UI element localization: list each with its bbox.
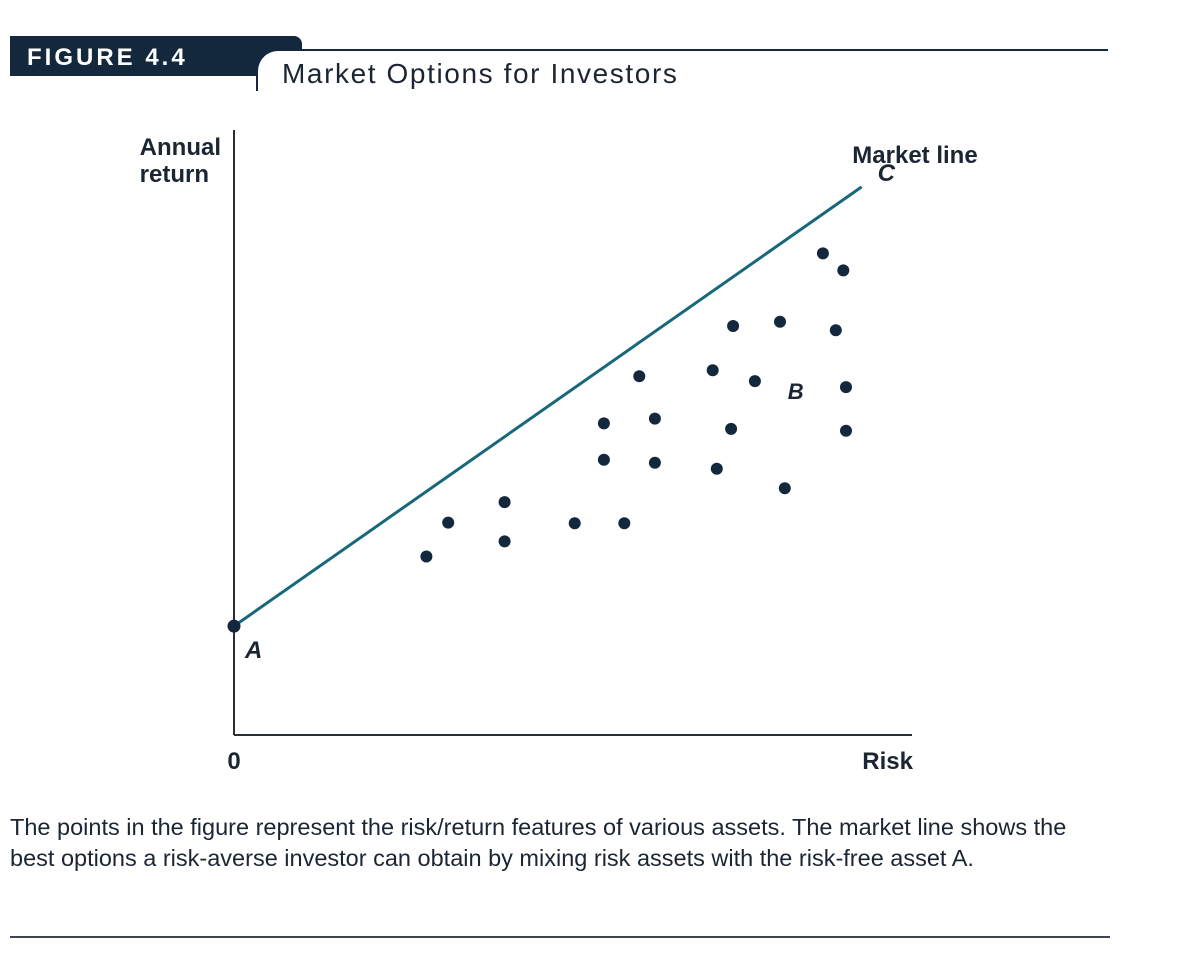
asset-point-2 [442,516,455,529]
asset-point-19 [816,247,829,260]
asset-point-5 [568,517,581,530]
market-options-chart: Annual return Risk 0 Market line A C B [140,130,978,775]
bottom-rule [10,936,1110,938]
x-axis-label: Risk [862,748,913,775]
figure-label-tab: FIGURE 4.4 [10,36,302,76]
x-tick-label-0: 0 [227,748,240,775]
asset-point-10 [648,412,661,425]
point-label-b: B [788,379,804,404]
header-rule-curve [256,49,318,91]
asset-point-17 [774,315,786,328]
asset-point-14 [725,422,738,435]
point-label-c: C [878,160,896,187]
asset-point-11 [648,456,661,469]
figure-header: FIGURE 4.4 Market Options for Investors [0,0,1178,110]
asset-point-7 [597,453,610,466]
asset-point-3 [498,535,511,548]
risk-free-asset-point-a [227,619,241,633]
asset-point-1 [420,550,433,563]
figure-caption: The points in the figure represent the r… [10,814,1067,871]
asset-point-23 [840,424,852,437]
asset-point-12 [710,462,723,475]
asset-point-15 [727,320,740,332]
asset-point-18 [778,482,791,495]
asset-points [420,247,852,563]
y-axis-label-line-2: return [140,161,209,188]
market-line-label: Market line [852,142,977,169]
asset-point-13 [706,364,719,377]
market-line [233,185,863,628]
asset-point-16 [748,375,761,388]
figure-title: Market Options for Investors [282,58,679,89]
figure-label: FIGURE 4.4 [27,44,188,71]
y-axis-label-line-1: Annual [140,134,221,161]
asset-point-8 [597,417,610,430]
asset-point-22 [840,381,852,394]
asset-point-21 [829,324,842,337]
point-label-a: A [244,637,262,664]
asset-point-4 [498,496,511,509]
asset-point-20 [837,264,850,277]
header-rule [290,49,1108,51]
asset-point-9 [633,370,646,383]
asset-point-6 [618,517,631,530]
